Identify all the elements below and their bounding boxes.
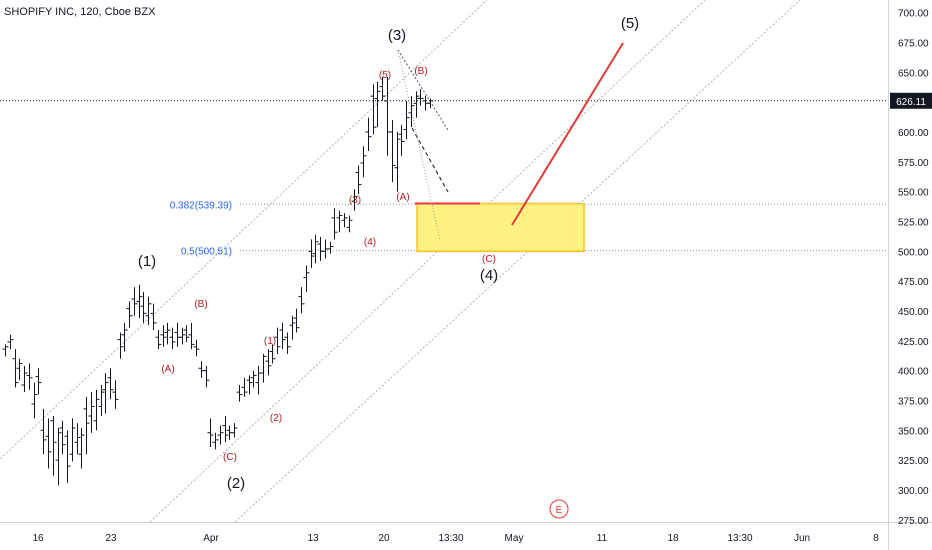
wave-label-minor: (B) [414, 66, 427, 77]
channel-line-outer [234, 0, 801, 523]
price-tick-label: 300.00 [898, 486, 929, 497]
wave-label-minor: (5) [379, 70, 391, 81]
time-tick-label: 13:30 [438, 533, 463, 544]
wave-label-minor: (4) [364, 237, 376, 248]
wave-label-primary: (3) [388, 27, 406, 44]
wave-label-minor: (A) [161, 364, 174, 375]
wave-5-projection [511, 42, 624, 226]
price-tick-label: 400.00 [898, 367, 929, 378]
time-tick-label: 13:30 [727, 533, 752, 544]
time-tick-label: 23 [105, 533, 117, 544]
channel-line-lower [149, 0, 706, 523]
forecast-line-c [397, 49, 441, 241]
wave-label-primary: (1) [138, 253, 156, 270]
event-marker-label: E [556, 505, 563, 516]
price-tick-label: 525.00 [898, 217, 929, 228]
time-tick-label: May [505, 533, 524, 544]
wave-label-minor: (C) [482, 254, 496, 265]
time-tick-label: Apr [203, 533, 219, 544]
last-price-tag [890, 92, 932, 109]
price-tick-label: 450.00 [898, 307, 929, 318]
price-tick-label: 550.00 [898, 188, 929, 199]
price-tick-label: 425.00 [898, 337, 929, 348]
price-tick-label: 375.00 [898, 396, 929, 407]
price-tick-label: 325.00 [898, 456, 929, 467]
fib-label: 0.382(539.39) [170, 200, 232, 211]
wave-label-minor: (3) [349, 195, 361, 206]
wave-label-primary: (5) [621, 15, 639, 32]
forecast-line-b [397, 49, 449, 131]
chart-title: SHOPIFY INC, 120, Cboe BZX [4, 6, 156, 18]
price-tick-label: 700.00 [898, 9, 929, 20]
time-tick-label: 20 [378, 533, 390, 544]
time-tick-label: 13 [307, 533, 319, 544]
time-tick-label: 18 [667, 533, 679, 544]
wave-label-primary: (4) [480, 267, 498, 284]
price-tick-label: 350.00 [898, 426, 929, 437]
forecast-line-a [411, 127, 449, 193]
time-tick-label: 16 [32, 533, 44, 544]
wave-label-primary: (2) [227, 475, 245, 492]
time-tick-label: Jun [794, 533, 810, 544]
wave-label-minor: (C) [223, 452, 237, 463]
price-tick-label: 600.00 [898, 128, 929, 139]
wave-label-minor: (1) [264, 336, 276, 347]
wave-label-minor: (2) [270, 413, 282, 424]
price-tick-label: 500.00 [898, 247, 929, 258]
price-tick-label: 675.00 [898, 38, 929, 49]
fib-label: 0.5(500.51) [181, 247, 232, 258]
event-marker-icon [549, 499, 569, 519]
channel-line-upper [0, 0, 488, 460]
wave-label-minor: (B) [194, 299, 207, 310]
time-tick-label: 11 [597, 533, 608, 544]
wave-label-minor: (A) [396, 192, 409, 203]
price-tick-label: 275.00 [898, 516, 929, 527]
last-price-value: 626.11 [896, 97, 926, 108]
price-tick-label: 575.00 [898, 158, 929, 169]
target-zone [416, 202, 585, 253]
price-tick-label: 650.00 [898, 68, 929, 79]
price-tick-label: 475.00 [898, 277, 929, 288]
time-tick-label: 8 [873, 533, 879, 544]
